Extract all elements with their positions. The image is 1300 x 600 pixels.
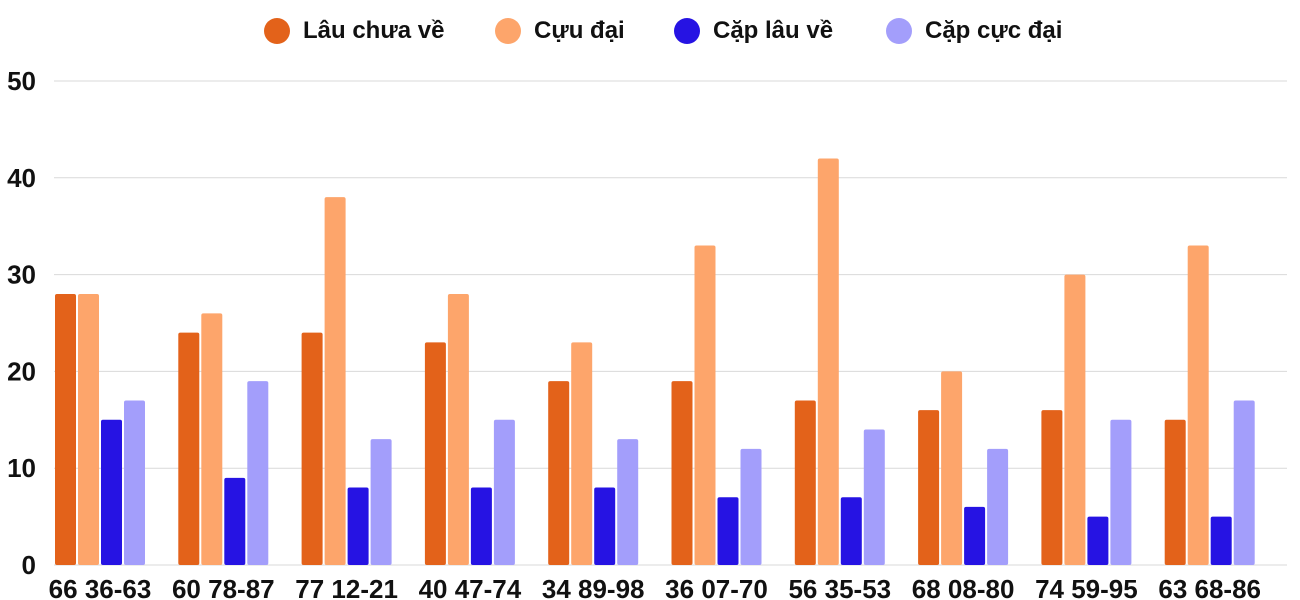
y-tick-label: 0 [22, 550, 36, 580]
legend-swatch-cap-cuc-dai [886, 18, 912, 44]
x-category-label: 36 07-70 [665, 574, 768, 600]
bar[interactable] [794, 400, 816, 565]
bar[interactable] [863, 429, 885, 565]
bar[interactable] [1210, 516, 1232, 565]
x-category-label: 66 36-63 [49, 574, 152, 600]
bar[interactable] [1087, 516, 1109, 565]
bar[interactable] [941, 371, 963, 565]
legend-swatch-cuu-dai [495, 18, 521, 44]
y-tick-label: 50 [7, 66, 36, 96]
bar[interactable] [347, 487, 369, 565]
bar[interactable] [1064, 274, 1086, 565]
bar[interactable] [1164, 419, 1186, 565]
y-tick-label: 10 [7, 453, 36, 483]
bar[interactable] [571, 342, 593, 565]
x-category-label: 34 89-98 [542, 574, 645, 600]
legend-item-cuu-dai[interactable]: Cựu đại [495, 14, 625, 48]
bar[interactable] [617, 439, 639, 565]
bar[interactable] [493, 419, 515, 565]
x-category-label: 68 08-80 [912, 574, 1015, 600]
bar[interactable] [470, 487, 492, 565]
legend-item-cap-lau-ve[interactable]: Cặp lâu về [674, 14, 833, 48]
y-tick-label: 30 [7, 260, 36, 290]
y-tick-label: 20 [7, 356, 36, 386]
bar[interactable] [987, 448, 1009, 565]
bar[interactable] [224, 477, 246, 565]
y-tick-label: 40 [7, 163, 36, 193]
bar[interactable] [964, 506, 986, 565]
bar[interactable] [1110, 419, 1132, 565]
x-category-label: 77 12-21 [295, 574, 398, 600]
bar[interactable] [740, 448, 762, 565]
x-category-label: 40 47-74 [419, 574, 522, 600]
bar[interactable] [717, 497, 739, 565]
bar[interactable] [1233, 400, 1255, 565]
bar[interactable] [101, 419, 122, 565]
bar[interactable] [124, 400, 145, 565]
bar[interactable] [201, 313, 223, 565]
bar[interactable] [301, 332, 323, 565]
x-category-label: 74 59-95 [1035, 574, 1138, 600]
legend-label-cuu-dai: Cựu đại [534, 17, 625, 44]
bar[interactable] [594, 487, 616, 565]
bar[interactable] [1187, 245, 1209, 565]
bar[interactable] [178, 332, 200, 565]
bar[interactable] [817, 158, 839, 565]
legend-label-cap-cuc-dai: Cặp cực đại [925, 17, 1063, 44]
legend-label-lau-chua-ve: Lâu chưa về [303, 17, 445, 44]
bar[interactable] [370, 439, 392, 565]
x-axis-labels: 66 36-63 60 78-87 77 12-21 40 47-74 34 89-98… [49, 574, 1261, 600]
legend-item-cap-cuc-dai[interactable]: Cặp cực đại [886, 14, 1062, 48]
bar[interactable] [247, 381, 269, 565]
bar[interactable] [424, 342, 446, 565]
bar[interactable] [671, 381, 693, 565]
x-category-label: 60 78-87 [172, 574, 275, 600]
legend: Lâu chưa về Cựu đại Cặp lâu về Cặp cực đ… [0, 14, 1300, 48]
legend-swatch-cap-lau-ve [674, 18, 700, 44]
y-axis-ticks: 0 10 20 30 40 50 [7, 66, 36, 580]
legend-swatch-lau-chua-ve [264, 18, 290, 44]
bar[interactable] [918, 410, 940, 565]
bar[interactable] [447, 293, 469, 565]
bar[interactable] [78, 293, 99, 565]
x-category-label: 63 68-86 [1158, 574, 1261, 600]
bar[interactable] [55, 293, 76, 565]
bars [55, 158, 1255, 565]
legend-item-lau-chua-ve[interactable]: Lâu chưa về [264, 14, 444, 48]
bar[interactable] [840, 497, 862, 565]
bar[interactable] [324, 197, 346, 565]
x-category-label: 56 35-53 [788, 574, 891, 600]
bar[interactable] [1041, 410, 1063, 565]
bar[interactable] [694, 245, 716, 565]
legend-label-cap-lau-ve: Cặp lâu về [713, 17, 834, 44]
bar[interactable] [548, 381, 570, 565]
